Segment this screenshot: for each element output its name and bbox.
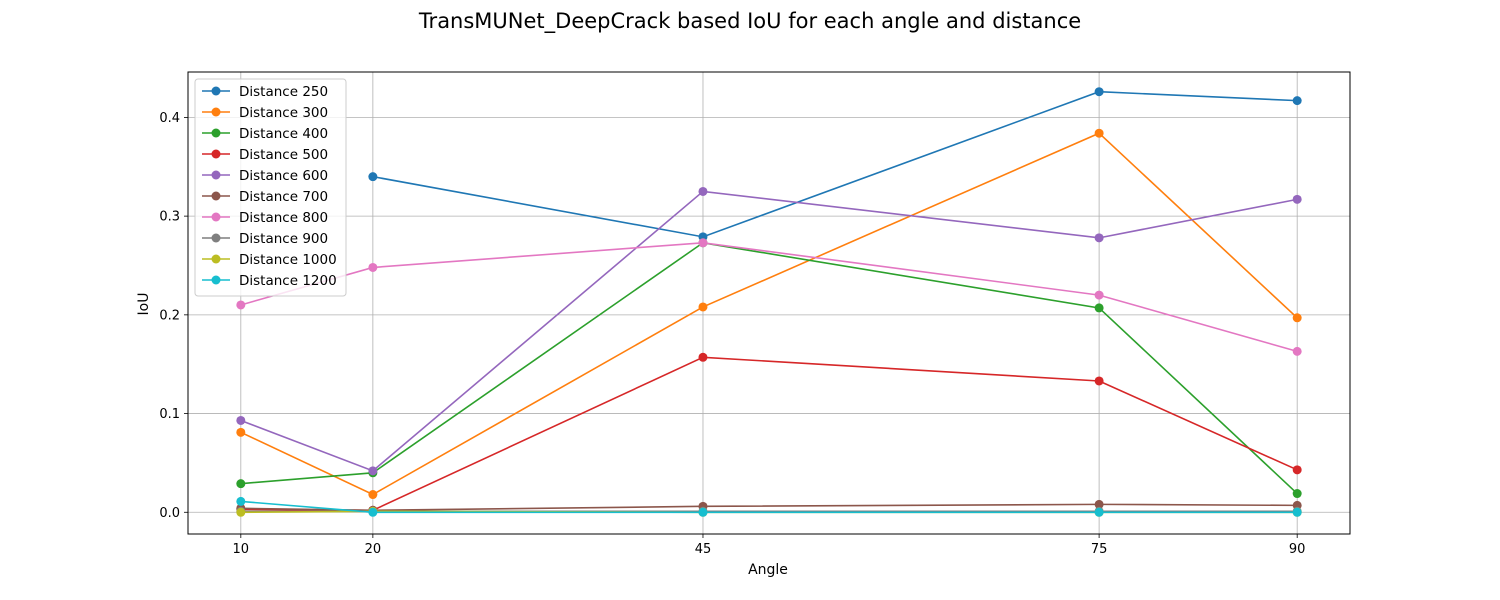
legend-swatch-marker <box>211 191 221 201</box>
x-tick-label: 10 <box>233 542 250 557</box>
data-point <box>1292 489 1302 499</box>
data-point <box>236 300 246 310</box>
series-distance-1200 <box>236 496 1302 517</box>
data-point <box>1292 194 1302 204</box>
legend-item: Distance 300 <box>202 105 328 121</box>
legend-swatch-marker <box>211 128 221 138</box>
series-distance-300 <box>236 128 1302 500</box>
data-point <box>236 427 246 437</box>
series-line <box>240 241 1298 353</box>
x-tick-label: 90 <box>1289 542 1306 557</box>
grid <box>188 72 1350 534</box>
data-point <box>1094 499 1104 509</box>
plot-frame <box>187 71 1351 535</box>
y-tick-label: 0.4 <box>159 111 180 126</box>
legend-swatch-marker <box>211 254 221 264</box>
data-point <box>1094 233 1104 243</box>
data-point <box>1292 313 1302 323</box>
data-point <box>1292 346 1302 356</box>
data-point <box>1292 465 1302 475</box>
x-tick-label: 75 <box>1091 542 1108 557</box>
y-axis-ticks: 0.0 0.1 0.2 0.3 0.4 <box>159 111 188 521</box>
legend-item: Distance 500 <box>202 147 328 163</box>
legend-box <box>194 78 347 297</box>
data-point <box>1292 96 1302 106</box>
data-point <box>698 238 708 248</box>
legend-label: Distance 600 <box>239 168 328 184</box>
legend-item: Distance 1000 <box>202 252 337 268</box>
legend-item: Distance 800 <box>202 210 328 226</box>
data-point <box>368 262 378 272</box>
data-point <box>1094 303 1104 313</box>
legend-label: Distance 900 <box>239 231 328 247</box>
data-point <box>698 186 708 196</box>
legend-label: Distance 250 <box>239 84 328 100</box>
data-point <box>1094 87 1104 97</box>
legend-item: Distance 250 <box>202 84 328 100</box>
data-point <box>1094 376 1104 386</box>
legend-swatch-marker <box>211 233 221 243</box>
data-point <box>236 415 246 425</box>
y-tick-label: 0.3 <box>159 210 180 225</box>
data-point <box>1094 128 1104 138</box>
series-line <box>240 356 1298 512</box>
legend-label: Distance 1200 <box>239 273 337 289</box>
data-point <box>368 507 378 517</box>
legend-item: Distance 400 <box>202 126 328 142</box>
series-line <box>372 90 1298 238</box>
data-point <box>368 466 378 476</box>
series-distance-250 <box>368 87 1302 242</box>
chart-title: TransMUNet_DeepCrack based IoU for each … <box>418 9 1081 34</box>
y-tick-label: 0.2 <box>159 308 180 323</box>
y-tick-label: 0.1 <box>159 407 180 422</box>
data-point <box>1094 507 1104 517</box>
legend: Distance 250 Distance 300 Distance 400 Dist… <box>194 78 347 297</box>
legend-item: Distance 1200 <box>202 273 337 289</box>
legend-label: Distance 400 <box>239 126 328 142</box>
x-tick-label: 45 <box>695 542 712 557</box>
series-line <box>240 241 1298 495</box>
legend-swatch-marker <box>211 107 221 117</box>
legend-label: Distance 300 <box>239 105 328 121</box>
series-distance-500 <box>236 352 1302 515</box>
data-point <box>698 507 708 517</box>
data-point <box>1292 507 1302 517</box>
data-point <box>368 490 378 500</box>
series-layer <box>236 87 1302 517</box>
data-point <box>236 479 246 489</box>
data-point <box>236 496 246 506</box>
legend-label: Distance 1000 <box>239 252 337 268</box>
legend-item: Distance 600 <box>202 168 328 184</box>
series-line <box>240 132 1298 496</box>
x-axis-ticks: 10 20 45 75 90 <box>233 534 1306 557</box>
legend-item: Distance 900 <box>202 231 328 247</box>
series-distance-800 <box>236 238 1302 356</box>
y-axis-label: IoU <box>136 293 152 316</box>
series-distance-600 <box>236 186 1302 476</box>
legend-swatch-marker <box>211 170 221 180</box>
legend-label: Distance 500 <box>239 147 328 163</box>
legend-item: Distance 700 <box>202 189 328 205</box>
data-point <box>698 352 708 362</box>
x-axis-label: Angle <box>748 562 788 578</box>
legend-swatch-marker <box>211 86 221 96</box>
x-tick-label: 20 <box>365 542 382 557</box>
data-point <box>698 302 708 312</box>
legend-label: Distance 800 <box>239 210 328 226</box>
legend-swatch-marker <box>211 275 221 285</box>
series-line <box>240 503 1298 512</box>
data-point <box>236 507 246 517</box>
y-tick-label: 0.0 <box>159 506 180 521</box>
series-line <box>240 190 1298 472</box>
data-point <box>368 172 378 182</box>
legend-swatch-marker <box>211 149 221 159</box>
legend-swatch-marker <box>211 212 221 222</box>
legend-label: Distance 700 <box>239 189 328 205</box>
data-point <box>1094 290 1104 300</box>
